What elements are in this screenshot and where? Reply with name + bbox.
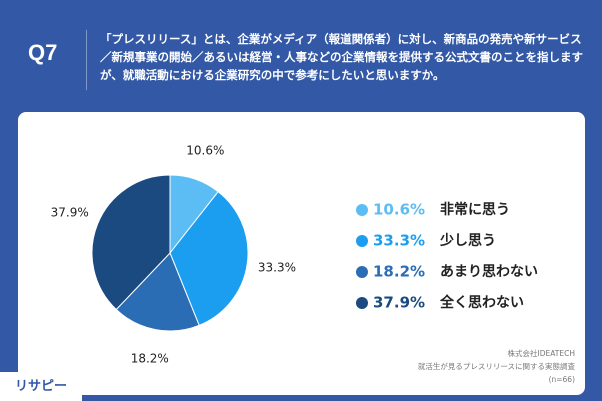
source-note: 株式会社IDEATECH — [508, 348, 575, 358]
legend-dot — [356, 235, 368, 247]
legend-value: 18.2% — [373, 263, 425, 281]
source-note: (n=66) — [549, 375, 576, 384]
data-label: 10.6% — [186, 143, 224, 157]
legend-dot — [356, 266, 368, 278]
data-label: 37.9% — [51, 205, 89, 219]
separator — [86, 30, 87, 90]
question-number: Q7 — [28, 40, 58, 65]
legend-dot — [356, 297, 368, 309]
data-label: 33.3% — [258, 261, 296, 275]
pie-slice — [169, 190, 249, 326]
pie-slice — [115, 252, 200, 332]
pie-slice — [91, 174, 171, 311]
legend-value: 10.6% — [373, 201, 425, 219]
legend-value: 33.3% — [373, 232, 425, 250]
legend-value: 37.9% — [373, 294, 425, 312]
legend-label: 全く思わない — [439, 294, 524, 311]
source-note: 就活生が見るプレスリリースに関する実態調査 — [418, 361, 576, 371]
question-text: 「プレスリリース」とは、企業がメディア（報道関係者）に対し、新商品の発売や新サー… — [100, 32, 583, 82]
legend-label: 非常に思う — [440, 201, 510, 218]
legend-dot — [356, 204, 368, 216]
legend-label: あまり思わない — [440, 264, 538, 280]
logo: リサピー — [0, 372, 82, 401]
data-label: 18.2% — [131, 352, 169, 366]
legend-label: 少し思う — [439, 232, 496, 249]
